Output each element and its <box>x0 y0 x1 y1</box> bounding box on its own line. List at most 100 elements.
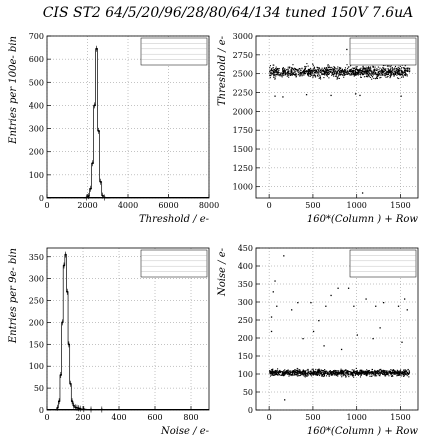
scatter-point <box>382 72 384 74</box>
scatter-point <box>367 370 369 372</box>
scatter-point <box>359 371 361 374</box>
scatter-outlier <box>274 95 276 97</box>
scatter-point <box>289 73 292 75</box>
scatter-point <box>361 74 363 76</box>
scatter-point <box>289 372 292 374</box>
scatter-point <box>365 76 367 78</box>
scatter-point <box>272 368 274 370</box>
scatter-outlier <box>325 305 327 307</box>
scatter-point <box>317 374 319 376</box>
scatter-point <box>405 373 407 375</box>
scatter-point <box>391 72 393 74</box>
histogram-point <box>74 406 77 409</box>
scatter-point <box>366 72 368 74</box>
scatter-point <box>407 67 409 69</box>
scatter-point <box>353 70 355 72</box>
histogram-outline <box>55 254 103 411</box>
scatter-point <box>275 71 277 73</box>
scatter-point <box>361 70 363 72</box>
scatter-outlier <box>346 48 348 51</box>
scatter-point <box>285 370 287 373</box>
scatter-point <box>391 372 393 374</box>
y-tick-label: 400 <box>29 101 44 110</box>
scatter-point <box>367 66 370 68</box>
scatter-point <box>394 373 396 375</box>
scatter-point <box>344 74 346 76</box>
scatter-point <box>371 370 373 372</box>
scatter-outlier <box>375 305 377 307</box>
scatter-point <box>302 71 304 73</box>
scatter-point <box>374 373 376 375</box>
scatter-point <box>388 370 390 372</box>
scatter-point <box>325 370 327 372</box>
scatter-point <box>347 373 349 375</box>
scatter-point <box>397 73 399 75</box>
scatter-point <box>344 74 346 76</box>
scatter-point <box>357 373 359 375</box>
scatter-point <box>298 75 301 77</box>
scatter-point <box>363 73 365 75</box>
scatter-point <box>319 75 321 77</box>
scatter-point <box>316 374 318 376</box>
scatter-point <box>335 69 337 71</box>
scatter-point <box>385 73 387 75</box>
scatter-point <box>278 67 280 70</box>
scatter-point <box>281 75 283 77</box>
scatter-point <box>347 374 349 376</box>
scatter-point <box>284 369 286 371</box>
scatter-point <box>356 370 358 373</box>
scatter-point <box>326 74 328 76</box>
scatter-point <box>393 370 395 372</box>
scatter-point <box>398 373 401 375</box>
scatter-point <box>274 372 276 374</box>
scatter-point <box>400 73 403 76</box>
stats-box <box>349 249 417 278</box>
scatter-point <box>338 73 340 75</box>
scatter-point <box>274 374 277 376</box>
scatter-point <box>389 69 391 71</box>
scatter-point <box>305 370 307 373</box>
scatter-point <box>372 72 375 74</box>
scatter-point <box>272 372 274 374</box>
scatter-point <box>287 370 289 372</box>
scatter-point <box>324 372 326 374</box>
scatter-point <box>320 372 322 374</box>
scatter-point <box>269 74 271 76</box>
scatter-point <box>387 70 389 72</box>
scatter-point <box>320 369 322 371</box>
scatter-point <box>390 68 392 70</box>
scatter-point <box>389 70 391 72</box>
scatter-point <box>373 68 375 70</box>
scatter-point <box>353 369 355 371</box>
scatter-point <box>333 70 335 73</box>
scatter-point <box>390 74 392 76</box>
scatter-point <box>333 66 336 69</box>
scatter-outlier <box>337 287 339 289</box>
scatter-point <box>374 369 376 371</box>
scatter-point <box>400 68 402 70</box>
scatter-point <box>313 373 315 375</box>
scatter-point <box>388 70 390 72</box>
scatter-point <box>318 369 320 371</box>
scatter-point <box>321 71 323 73</box>
scatter-point <box>277 371 279 373</box>
scatter-point <box>338 72 341 74</box>
scatter-point <box>385 68 387 70</box>
scatter-point <box>357 72 359 74</box>
scatter-point <box>396 373 398 375</box>
scatter-point <box>312 76 314 78</box>
scatter-point <box>403 68 405 70</box>
scatter-point <box>407 69 409 71</box>
scatter-point <box>317 67 319 69</box>
scatter-point <box>297 372 299 375</box>
scatter-point <box>314 373 316 375</box>
scatter-point <box>333 68 335 70</box>
scatter-point <box>372 372 374 374</box>
scatter-point <box>282 71 284 73</box>
scatter-outlier <box>347 287 350 289</box>
scatter-point <box>402 375 405 377</box>
scatter-point <box>282 372 284 374</box>
scatter-point <box>299 68 301 70</box>
scatter-point <box>337 373 339 375</box>
scatter-point <box>378 71 380 73</box>
